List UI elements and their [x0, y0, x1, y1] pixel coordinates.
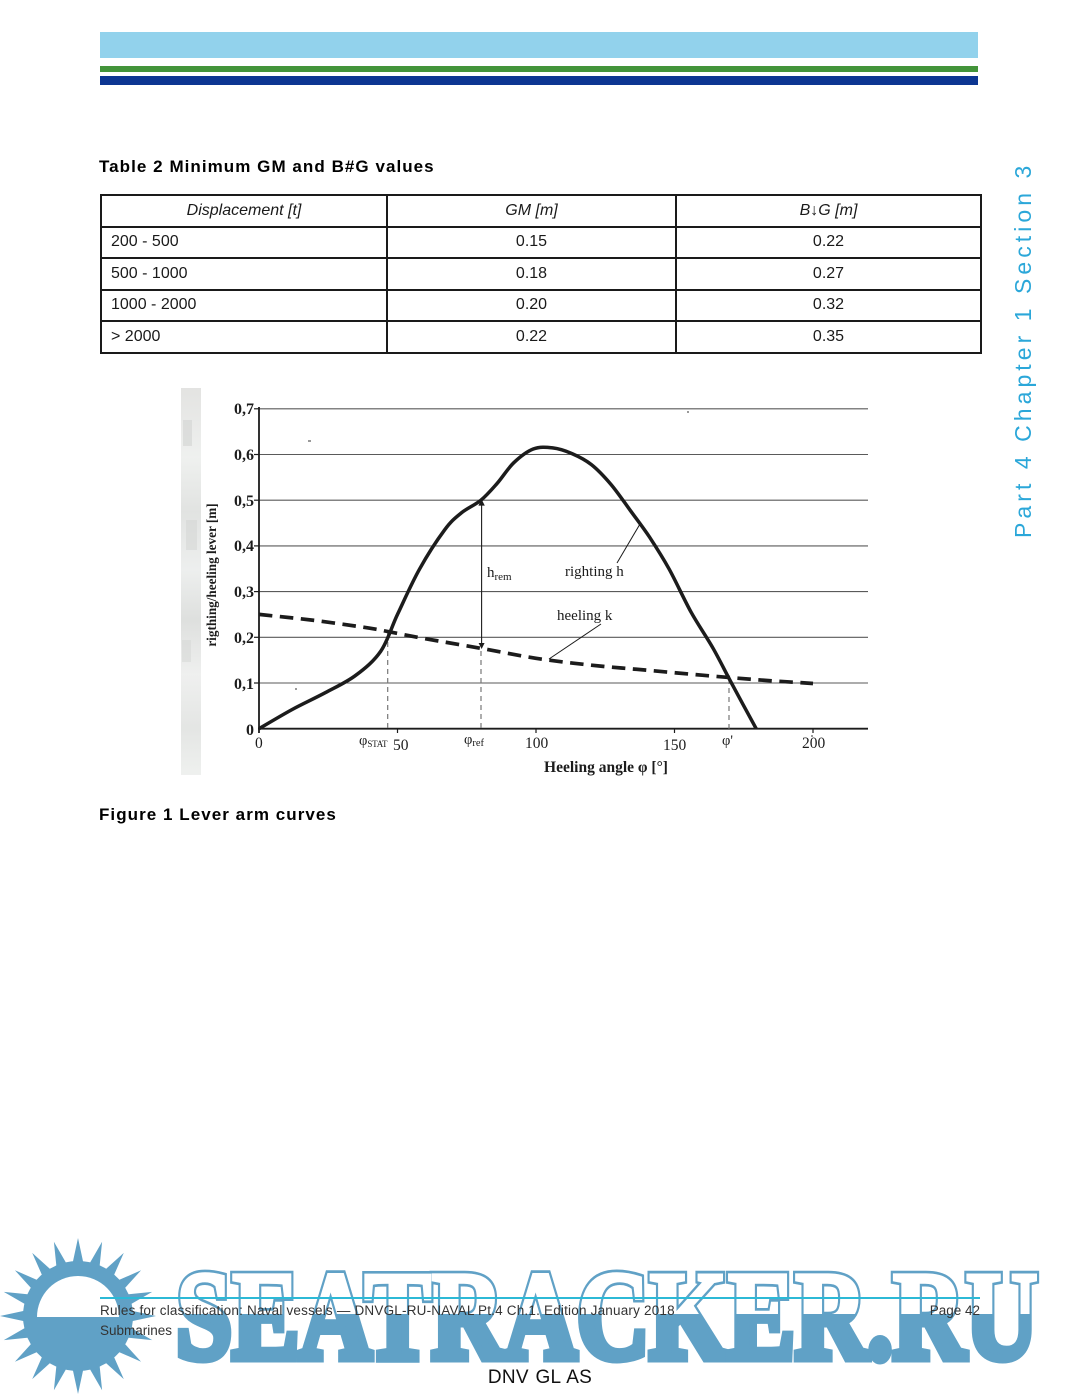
svg-text:0: 0 [255, 735, 263, 752]
svg-text:SEATRACKER.RU: SEATRACKER.RU [176, 1247, 1038, 1386]
svg-text:0,5: 0,5 [234, 493, 254, 510]
svg-text:200: 200 [802, 735, 826, 752]
svg-text:50: 50 [393, 737, 409, 754]
svg-text:0,6: 0,6 [234, 447, 254, 464]
svg-text:φSTAT: φSTAT [359, 733, 388, 749]
svg-text:0: 0 [246, 722, 254, 739]
svg-text:150: 150 [663, 737, 687, 754]
svg-text:righting h: righting h [565, 564, 624, 580]
svg-text:φ': φ' [722, 733, 733, 749]
svg-text:SEATRACKER.RU: SEATRACKER.RU [176, 1247, 1038, 1386]
svg-text:SEATRACKER.RU: SEATRACKER.RU [176, 1247, 1038, 1386]
svg-text:heeling k: heeling k [557, 608, 613, 624]
svg-text:0,3: 0,3 [234, 584, 254, 601]
svg-text:100: 100 [525, 735, 549, 752]
svg-text:0,1: 0,1 [234, 676, 254, 693]
svg-text:0,2: 0,2 [234, 630, 254, 647]
svg-text:Heeling angle φ [°]: Heeling angle φ [°] [544, 759, 668, 776]
svg-text:0,7: 0,7 [234, 401, 254, 418]
svg-text:φref: φref [464, 732, 485, 749]
svg-text:rigthing/heeling lever [m]: rigthing/heeling lever [m] [204, 503, 219, 646]
svg-text:hrem: hrem [487, 565, 512, 583]
svg-text:0,4: 0,4 [234, 538, 254, 555]
